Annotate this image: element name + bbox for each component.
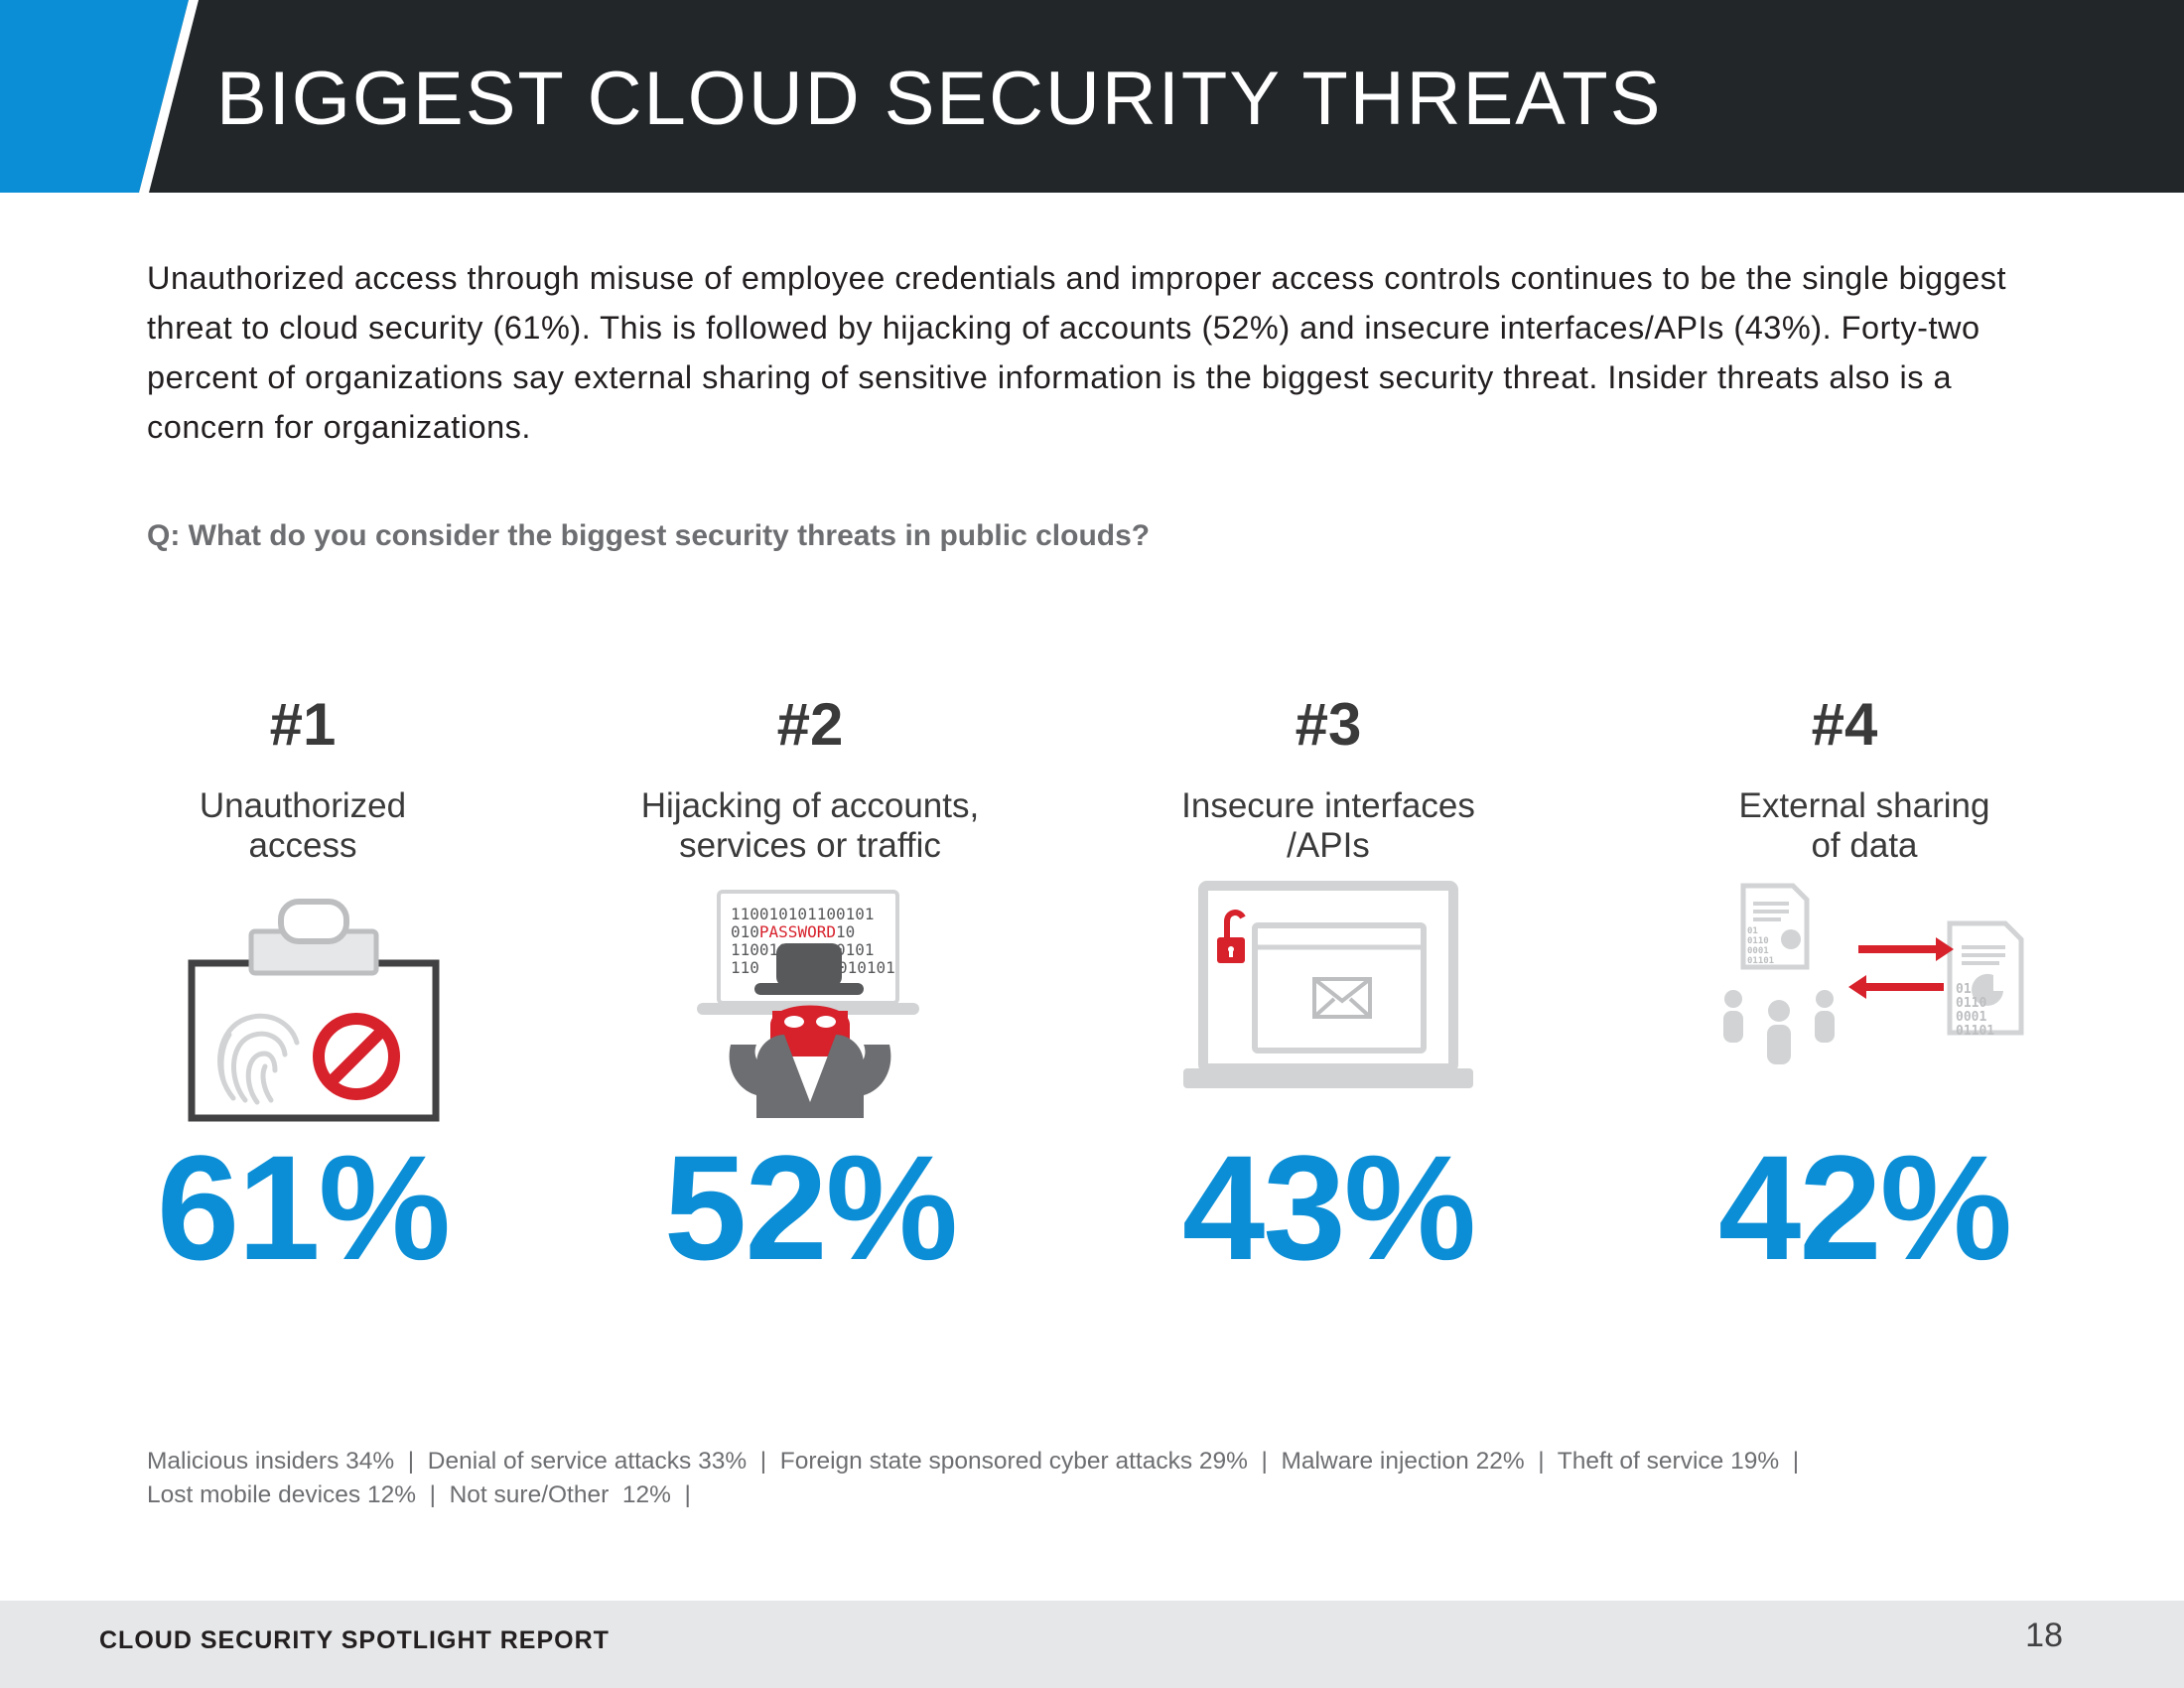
threat-label-line-2: /APIs <box>1287 826 1370 865</box>
other-threats-line-1: Malicious insiders 34% | Denial of servi… <box>147 1448 1800 1475</box>
threat-rank: #3 <box>1295 691 1362 758</box>
threat-card-1: #1 Unauthorized access 61% <box>45 685 561 1287</box>
threat-rank: #2 <box>776 691 844 758</box>
threat-label-line-1: Insecure interfaces <box>1181 786 1475 825</box>
binary-label-4: 01101 <box>1747 956 1774 966</box>
header-accent-bar <box>0 0 189 193</box>
page-number: 18 <box>2025 1617 2063 1654</box>
threat-label: Hijacking of accounts, services or traff… <box>552 786 1068 866</box>
binary-label-2: 0110 <box>1747 936 1769 946</box>
binary-line-1: 110010101100101 <box>731 905 875 923</box>
other-threats-line-2: Lost mobile devices 12% | Not sure/Other… <box>147 1481 691 1508</box>
threat-percent: 43% <box>1181 1124 1476 1291</box>
binary-label-5: 01 <box>1956 982 1972 997</box>
binary-label-8: 01101 <box>1956 1024 1994 1039</box>
binary-suffix-4: 010101 <box>838 958 895 977</box>
threat-percent: 61% <box>156 1124 451 1291</box>
threat-label-line-1: Hijacking of accounts, <box>640 786 980 825</box>
other-threats-list: Malicious insiders 34% | Denial of servi… <box>147 1445 2083 1512</box>
threat-percent: 42% <box>1717 1124 2012 1291</box>
binary-prefix: 010 <box>731 922 759 941</box>
password-text: PASSWORD <box>759 922 836 941</box>
binary-label-7: 0001 <box>1956 1010 1986 1025</box>
binary-label-3: 0001 <box>1747 946 1769 956</box>
threat-label: Insecure interfaces /APIs <box>1070 786 1586 866</box>
page-header: BIGGEST CLOUD SECURITY THREATS <box>0 0 2184 193</box>
threat-label-line-1: Unauthorized <box>199 786 407 825</box>
binary-prefix-4: 110 <box>731 958 759 977</box>
threat-label-line-2: of data <box>1811 826 1918 865</box>
threat-card-3: #3 Insecure interfaces /APIs 43% <box>1070 685 1586 1287</box>
threat-percent: 52% <box>663 1124 958 1291</box>
intro-paragraph: Unauthorized access through misuse of em… <box>147 260 2006 445</box>
threat-card-4: #4 External sharing of data 01 0110 0001… <box>1606 685 2122 1287</box>
threat-card-2: #2 Hijacking of accounts, services or tr… <box>552 685 1068 1287</box>
threat-label-line-2: services or traffic <box>679 826 941 865</box>
people-document-exchange-icon: 01 0110 0001 01101 01 0110 0001 01101 <box>1723 883 2024 1064</box>
page-title: BIGGEST CLOUD SECURITY THREATS <box>216 57 1663 141</box>
laptop-unlocked-mail-icon <box>1183 881 1473 1088</box>
threat-label: Unauthorized access <box>45 786 561 866</box>
threat-label-line-1: External sharing <box>1738 786 1990 825</box>
threat-rank: #1 <box>269 691 337 758</box>
binary-label-6: 0110 <box>1956 996 1986 1011</box>
binary-label-1: 01 <box>1747 926 1758 936</box>
binary-line-2: 010PASSWORD10 <box>731 922 855 941</box>
clipboard-fingerprint-blocked-icon <box>188 899 440 1122</box>
threat-label: External sharing of data <box>1606 786 2122 866</box>
threat-rank: #4 <box>1811 691 1878 758</box>
report-name: CLOUD SECURITY SPOTLIGHT REPORT <box>99 1626 610 1654</box>
page-footer: CLOUD SECURITY SPOTLIGHT REPORT 18 <box>0 1601 2184 1688</box>
survey-question: Q: What do you consider the biggest secu… <box>147 519 1151 552</box>
threat-label-line-2: access <box>248 826 357 865</box>
binary-suffix: 10 <box>836 922 855 941</box>
hacker-laptop-icon: 110010101100101 010PASSWORD10 110 010101 1… <box>697 890 919 1118</box>
